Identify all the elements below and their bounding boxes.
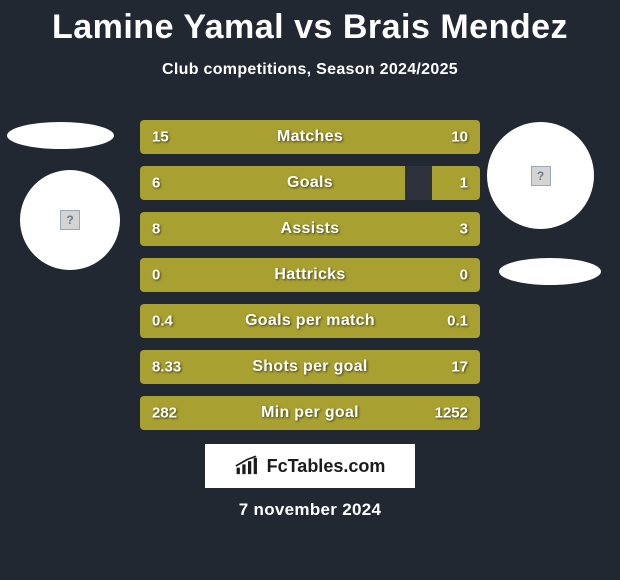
player2-name: Brais Mendez: [343, 8, 568, 46]
stat-value-left: 8: [152, 221, 160, 238]
stat-value-right: 10: [451, 129, 468, 146]
stat-label: Shots per goal: [252, 358, 367, 376]
branding-text: FcTables.com: [267, 456, 386, 477]
stat-value-left: 0.4: [152, 313, 173, 330]
stat-label: Hattricks: [274, 266, 345, 284]
decorative-ellipse-right: [499, 258, 601, 285]
page-title: Lamine Yamal vs Brais Mendez: [0, 0, 620, 47]
subtitle: Club competitions, Season 2024/2025: [0, 61, 620, 79]
bar-left: [140, 166, 405, 200]
stat-label: Goals per match: [245, 312, 375, 330]
branding-badge: FcTables.com: [205, 444, 415, 488]
stats-rows: 15 10 Matches 6 1 Goals 8 3 Assists 0 0 Hattricks 0.…: [140, 120, 480, 442]
player1-name: Lamine Yamal: [52, 8, 284, 46]
stat-row: 0 0 Hattricks: [140, 258, 480, 292]
stat-label: Matches: [277, 128, 343, 146]
player2-avatar: ?: [487, 122, 594, 229]
bar-left: [140, 120, 398, 154]
stat-row: 8 3 Assists: [140, 212, 480, 246]
stat-row: 6 1 Goals: [140, 166, 480, 200]
player1-avatar: ?: [20, 170, 120, 270]
date-text: 7 november 2024: [239, 500, 381, 520]
stat-value-right: 3: [460, 221, 468, 238]
stat-row: 0.4 0.1 Goals per match: [140, 304, 480, 338]
stat-row: 8.33 17 Shots per goal: [140, 350, 480, 384]
stat-value-left: 15: [152, 129, 169, 146]
vs-text: vs: [294, 8, 333, 46]
stat-row: 15 10 Matches: [140, 120, 480, 154]
stat-value-left: 6: [152, 175, 160, 192]
chart-icon: [235, 455, 261, 477]
stat-value-left: 8.33: [152, 359, 181, 376]
stat-value-right: 1252: [435, 405, 468, 422]
stat-value-right: 1: [460, 175, 468, 192]
stat-value-left: 0: [152, 267, 160, 284]
bar-right: [432, 166, 480, 200]
avatar-placeholder-icon: ?: [531, 166, 551, 186]
stat-label: Min per goal: [261, 404, 359, 422]
stat-value-right: 0.1: [447, 313, 468, 330]
bar-left: [140, 212, 385, 246]
stat-row: 282 1252 Min per goal: [140, 396, 480, 430]
stat-value-left: 282: [152, 405, 177, 422]
avatar-placeholder-icon: ?: [60, 210, 80, 230]
stat-label: Assists: [280, 220, 339, 238]
decorative-ellipse-left: [7, 122, 114, 149]
stat-label: Goals: [287, 174, 333, 192]
stat-value-right: 0: [460, 267, 468, 284]
stat-value-right: 17: [451, 359, 468, 376]
